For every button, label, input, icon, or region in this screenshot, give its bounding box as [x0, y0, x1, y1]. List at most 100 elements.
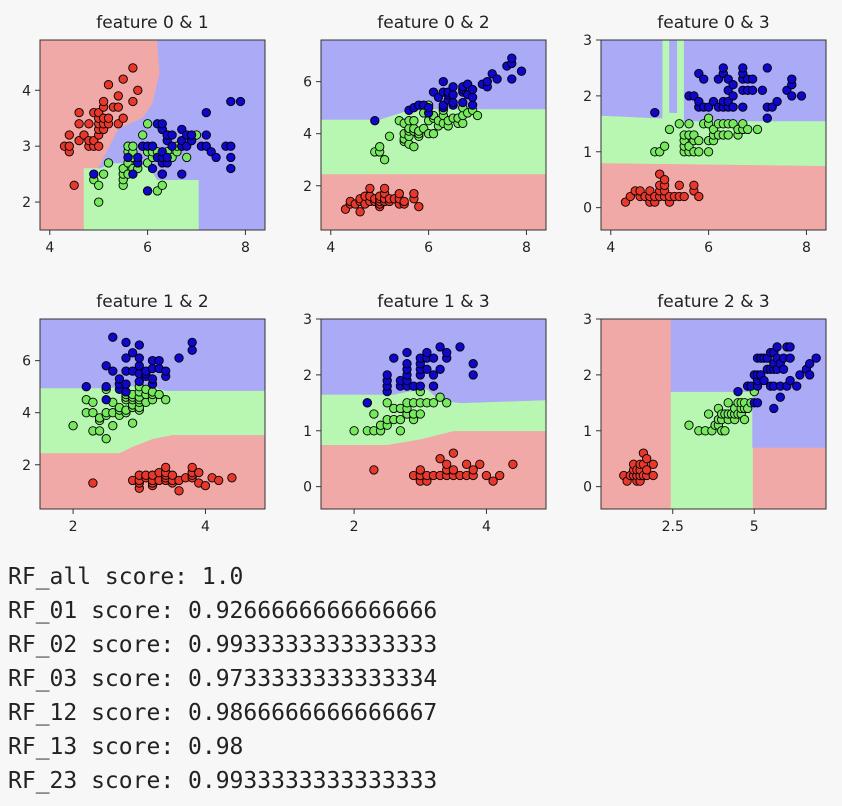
data-point-virginica: [811, 353, 821, 363]
data-point-versicolor: [684, 119, 694, 129]
y-tick-label: 2: [22, 458, 31, 474]
data-point-versicolor: [103, 158, 114, 168]
data-point-virginica: [762, 113, 772, 123]
data-point-setosa: [94, 141, 104, 151]
data-point-virginica: [785, 342, 795, 352]
data-point-setosa: [200, 480, 211, 491]
y-tick-label: 2: [583, 89, 592, 105]
data-point-setosa: [167, 470, 178, 480]
data-point-versicolor: [88, 408, 98, 418]
x-tick-label: 8: [522, 240, 531, 256]
subplot-2: 4 6 8 0 1 2 3 feature 0 & 3: [583, 13, 827, 256]
data-point-versicolor: [739, 414, 750, 425]
data-point-setosa: [481, 470, 492, 481]
data-point-virginica: [157, 119, 167, 129]
subplot-4: 2 4 0 1 2 3 feature 1 & 3: [303, 292, 547, 535]
y-tick-label: 3: [303, 312, 312, 328]
data-point-virginica: [467, 100, 478, 110]
data-point-virginica: [161, 366, 171, 376]
data-point-setosa: [448, 465, 459, 475]
score-line-rf-13: RF_13 score: 0.98: [8, 734, 244, 760]
data-point-versicolor: [723, 130, 733, 140]
data-point-setosa: [442, 459, 452, 469]
data-point-versicolor: [458, 118, 468, 128]
score-line-rf-01: RF_01 score: 0.9266666666666666: [8, 598, 438, 624]
data-point-versicolor: [428, 398, 439, 408]
decision-region-virginica: [669, 40, 678, 113]
data-point-virginica: [792, 381, 802, 391]
data-point-virginica: [147, 163, 158, 174]
y-tick-label: 2: [583, 368, 592, 384]
data-point-setosa: [128, 63, 138, 73]
data-point-setosa: [128, 96, 138, 107]
data-point-virginica: [738, 63, 748, 73]
data-point-virginica: [435, 342, 445, 352]
data-point-versicolor: [684, 420, 694, 430]
plot-frame: [600, 39, 827, 231]
subplot-title: feature 0 & 3: [657, 13, 769, 33]
decision-region-setosa: [321, 173, 546, 230]
data-point-virginica: [423, 103, 434, 113]
plot-frame: [600, 318, 827, 510]
data-point-virginica: [128, 169, 138, 179]
data-point-virginica: [81, 382, 91, 392]
data-point-virginica: [733, 386, 743, 397]
data-point-versicolor: [182, 152, 192, 163]
data-point-setosa: [414, 201, 424, 212]
data-point-virginica: [455, 342, 465, 352]
data-point-setosa: [174, 486, 184, 496]
plot-area: [601, 40, 826, 230]
data-point-virginica: [422, 347, 432, 358]
data-point-virginica: [389, 353, 399, 363]
subplot-title: feature 2 & 3: [657, 292, 769, 312]
score-line-rf-03: RF_03 score: 0.9733333333333334: [8, 666, 438, 692]
data-point-virginica: [101, 382, 111, 392]
data-point-virginica: [134, 340, 144, 350]
data-point-versicolor: [142, 119, 153, 129]
subplot-5: 2.5 5 0 1 2 3 feature 2 & 3: [583, 292, 827, 535]
data-point-setosa: [98, 96, 109, 107]
x-tick-label: 4: [201, 519, 210, 535]
subplot-title: feature 1 & 2: [96, 292, 208, 312]
data-point-versicolor: [659, 141, 670, 151]
data-point-virginica: [167, 130, 177, 140]
data-point-setosa: [475, 459, 485, 469]
data-point-virginica: [507, 74, 517, 84]
data-point-virginica: [785, 353, 795, 363]
plot-frame: [39, 318, 266, 510]
data-point-virginica: [133, 152, 143, 163]
data-point-virginica: [235, 96, 246, 107]
data-point-setosa: [399, 196, 409, 207]
data-point-setosa: [415, 465, 425, 475]
data-point-setosa: [394, 188, 404, 199]
plot-frame: [320, 318, 547, 510]
data-point-versicolor: [379, 155, 390, 165]
data-point-setosa: [674, 180, 684, 190]
data-point-virginica: [167, 141, 177, 151]
data-point-setosa: [103, 113, 114, 123]
data-point-setosa: [194, 467, 204, 478]
data-point-setosa: [64, 130, 74, 140]
data-point-versicolor: [703, 147, 714, 157]
data-point-virginica: [650, 107, 660, 118]
data-point-setosa: [133, 85, 143, 95]
data-point-virginica: [728, 91, 738, 101]
y-tick-label: 1: [303, 424, 312, 440]
data-point-virginica: [415, 381, 425, 391]
data-point-virginica: [467, 92, 478, 102]
y-tick-label: 3: [583, 33, 592, 49]
data-point-virginica: [121, 337, 131, 348]
data-point-versicolor: [743, 124, 753, 135]
data-point-virginica: [442, 347, 452, 358]
data-point-setosa: [118, 113, 128, 123]
data-point-versicolor: [68, 421, 78, 431]
x-tick-label: 4: [45, 240, 54, 256]
data-point-setosa: [227, 473, 237, 483]
data-point-versicolor: [395, 414, 406, 425]
data-point-virginica: [428, 353, 439, 363]
data-point-virginica: [787, 74, 797, 84]
data-point-virginica: [89, 169, 99, 179]
subplot-title: feature 0 & 1: [96, 13, 208, 33]
score-line-rf-all: RF_all score: 1.0: [8, 564, 244, 590]
data-point-versicolor: [94, 197, 104, 207]
